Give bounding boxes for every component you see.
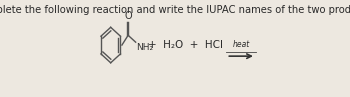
Text: heat: heat bbox=[232, 40, 250, 49]
Text: NH₂: NH₂ bbox=[136, 43, 154, 52]
Text: +  H₂O  +  HCl: + H₂O + HCl bbox=[148, 40, 223, 50]
Text: O: O bbox=[124, 11, 132, 21]
Text: Complete the following reaction and write the IUPAC names of the two products.: Complete the following reaction and writ… bbox=[0, 5, 350, 15]
